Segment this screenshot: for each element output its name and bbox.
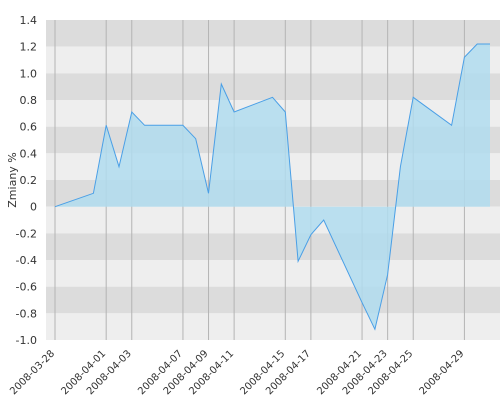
- y-tick-label: -0.2: [16, 227, 37, 240]
- y-tick-label: 1.0: [20, 67, 38, 80]
- grid-band: [46, 46, 500, 74]
- grid-band: [46, 233, 500, 260]
- x-tick-label: 2008-03-28: [8, 348, 57, 397]
- y-tick-label: 0.8: [20, 94, 38, 107]
- y-axis-label: Zmiany %: [6, 152, 19, 207]
- area-fill: [55, 44, 490, 330]
- y-tick-label: 0: [30, 201, 37, 214]
- y-tick-label: 0.4: [20, 147, 38, 160]
- grid-band: [46, 286, 500, 314]
- y-tick-label: -0.4: [16, 254, 37, 267]
- grid-band: [46, 206, 500, 234]
- y-tick-label: 1.4: [20, 14, 38, 27]
- y-tick-label: -1.0: [16, 334, 37, 347]
- y-tick-label: 0.6: [20, 121, 38, 134]
- y-axis-ticks: 1.4 1.2 1.0 0.8 0.6 0.4 0.2 0 -0.2 -0.4 -0.6 -0.8 -1…: [16, 14, 37, 347]
- y-tick-label: 1.2: [20, 41, 38, 54]
- series-line: [54, 43, 490, 331]
- grid-band: [46, 73, 500, 100]
- y-tick-label: -0.8: [16, 307, 37, 320]
- grid-band: [46, 20, 500, 47]
- grid-band: [46, 313, 500, 340]
- y-tick-label: -0.6: [16, 281, 37, 294]
- x-tick-label: 2008-04-29: [418, 348, 467, 397]
- grid-band: [46, 260, 500, 287]
- y-tick-label: 0.2: [20, 174, 38, 187]
